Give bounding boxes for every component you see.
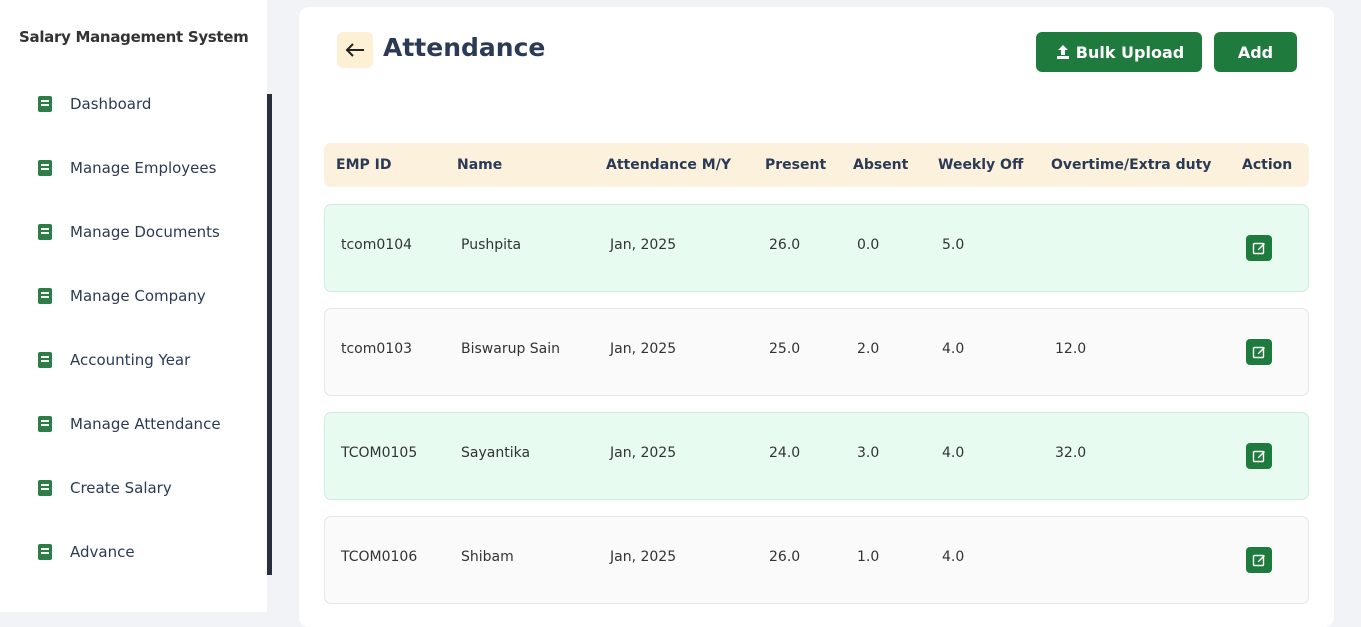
edit-icon <box>1252 554 1265 567</box>
edit-button[interactable] <box>1246 339 1272 365</box>
column-header: Attendance M/Y <box>606 157 731 173</box>
edit-button[interactable] <box>1246 547 1272 573</box>
menu-icon <box>38 544 52 560</box>
menu-icon <box>38 96 52 112</box>
menu-item[interactable]: Advance <box>34 540 264 564</box>
table-cell: 5.0 <box>942 237 965 253</box>
edit-icon <box>1252 242 1265 255</box>
table-row <box>324 516 1309 604</box>
menu-label: Manage Attendance <box>70 415 221 433</box>
table-cell: 32.0 <box>1055 445 1087 461</box>
edit-button[interactable] <box>1246 443 1272 469</box>
table-cell: Jan, 2025 <box>610 549 677 565</box>
table-cell: Jan, 2025 <box>610 341 677 357</box>
menu-icon <box>38 160 52 176</box>
table-cell: 12.0 <box>1055 341 1087 357</box>
menu-item[interactable]: Create Salary <box>34 476 264 500</box>
table-cell: Sayantika <box>461 445 531 461</box>
menu-item[interactable]: Manage Documents <box>34 220 264 244</box>
table-cell: 0.0 <box>857 237 880 253</box>
table-cell: 4.0 <box>942 445 965 461</box>
table-header <box>324 143 1309 187</box>
menu-label: Dashboard <box>70 95 152 113</box>
table-cell: Jan, 2025 <box>610 237 677 253</box>
app-title: Salary Management System <box>19 28 249 46</box>
table-row <box>324 308 1309 396</box>
menu-icon <box>38 288 52 304</box>
page-title: Attendance <box>383 33 546 62</box>
upload-icon <box>1056 45 1069 59</box>
table-cell: TCOM0105 <box>341 445 418 461</box>
table-cell: 26.0 <box>769 237 801 253</box>
menu-item[interactable]: Manage Company <box>34 284 264 308</box>
table-cell: 4.0 <box>942 549 965 565</box>
menu-label: Create Salary <box>70 479 172 497</box>
edit-icon <box>1252 450 1265 463</box>
menu-label: Accounting Year <box>70 351 191 369</box>
table-row <box>324 412 1309 500</box>
add-button[interactable]: Add <box>1214 32 1297 72</box>
table-cell: 25.0 <box>769 341 801 357</box>
table-cell: Pushpita <box>461 237 522 253</box>
table-cell: 4.0 <box>942 341 965 357</box>
column-header: Weekly Off <box>938 157 1024 173</box>
edit-icon <box>1252 346 1265 359</box>
menu-label: Advance <box>70 543 135 561</box>
menu-icon <box>38 416 52 432</box>
table-cell: 24.0 <box>769 445 801 461</box>
column-header: Present <box>765 157 827 173</box>
scrollbar <box>267 94 272 575</box>
table-cell: 2.0 <box>857 341 880 357</box>
button-label: Add <box>1237 42 1274 62</box>
menu-item[interactable]: Manage Attendance <box>34 412 264 436</box>
bulk-upload-button[interactable]: Bulk Upload <box>1036 32 1202 72</box>
edit-button[interactable] <box>1246 235 1272 261</box>
menu-label: Manage Company <box>70 287 206 305</box>
table-cell: Shibam <box>461 549 514 565</box>
column-header: Overtime/Extra duty <box>1051 157 1212 173</box>
column-header: Name <box>457 157 503 173</box>
column-header: EMP ID <box>336 157 392 173</box>
menu-icon <box>38 224 52 240</box>
table-cell: 1.0 <box>857 549 880 565</box>
table-cell: tcom0104 <box>341 237 413 253</box>
button-label: Bulk Upload <box>1075 42 1185 62</box>
table-cell: TCOM0106 <box>341 549 418 565</box>
table-cell: Biswarup Sain <box>461 341 561 357</box>
column-header: Action <box>1242 157 1293 173</box>
table-cell: Jan, 2025 <box>610 445 677 461</box>
menu-label: Manage Documents <box>70 223 220 241</box>
back-arrow <box>345 43 364 57</box>
menu-icon <box>38 480 52 496</box>
table-cell: tcom0103 <box>341 341 413 357</box>
menu-label: Manage Employees <box>70 159 217 177</box>
back-button[interactable] <box>337 32 373 68</box>
menu-icon <box>38 352 52 368</box>
table-cell: 26.0 <box>769 549 801 565</box>
table-row <box>324 204 1309 292</box>
table-cell: 3.0 <box>857 445 880 461</box>
menu-item[interactable]: Manage Employees <box>34 156 264 180</box>
column-header: Absent <box>853 157 909 173</box>
menu-item[interactable]: Dashboard <box>34 92 264 116</box>
menu-item[interactable]: Accounting Year <box>34 348 264 372</box>
